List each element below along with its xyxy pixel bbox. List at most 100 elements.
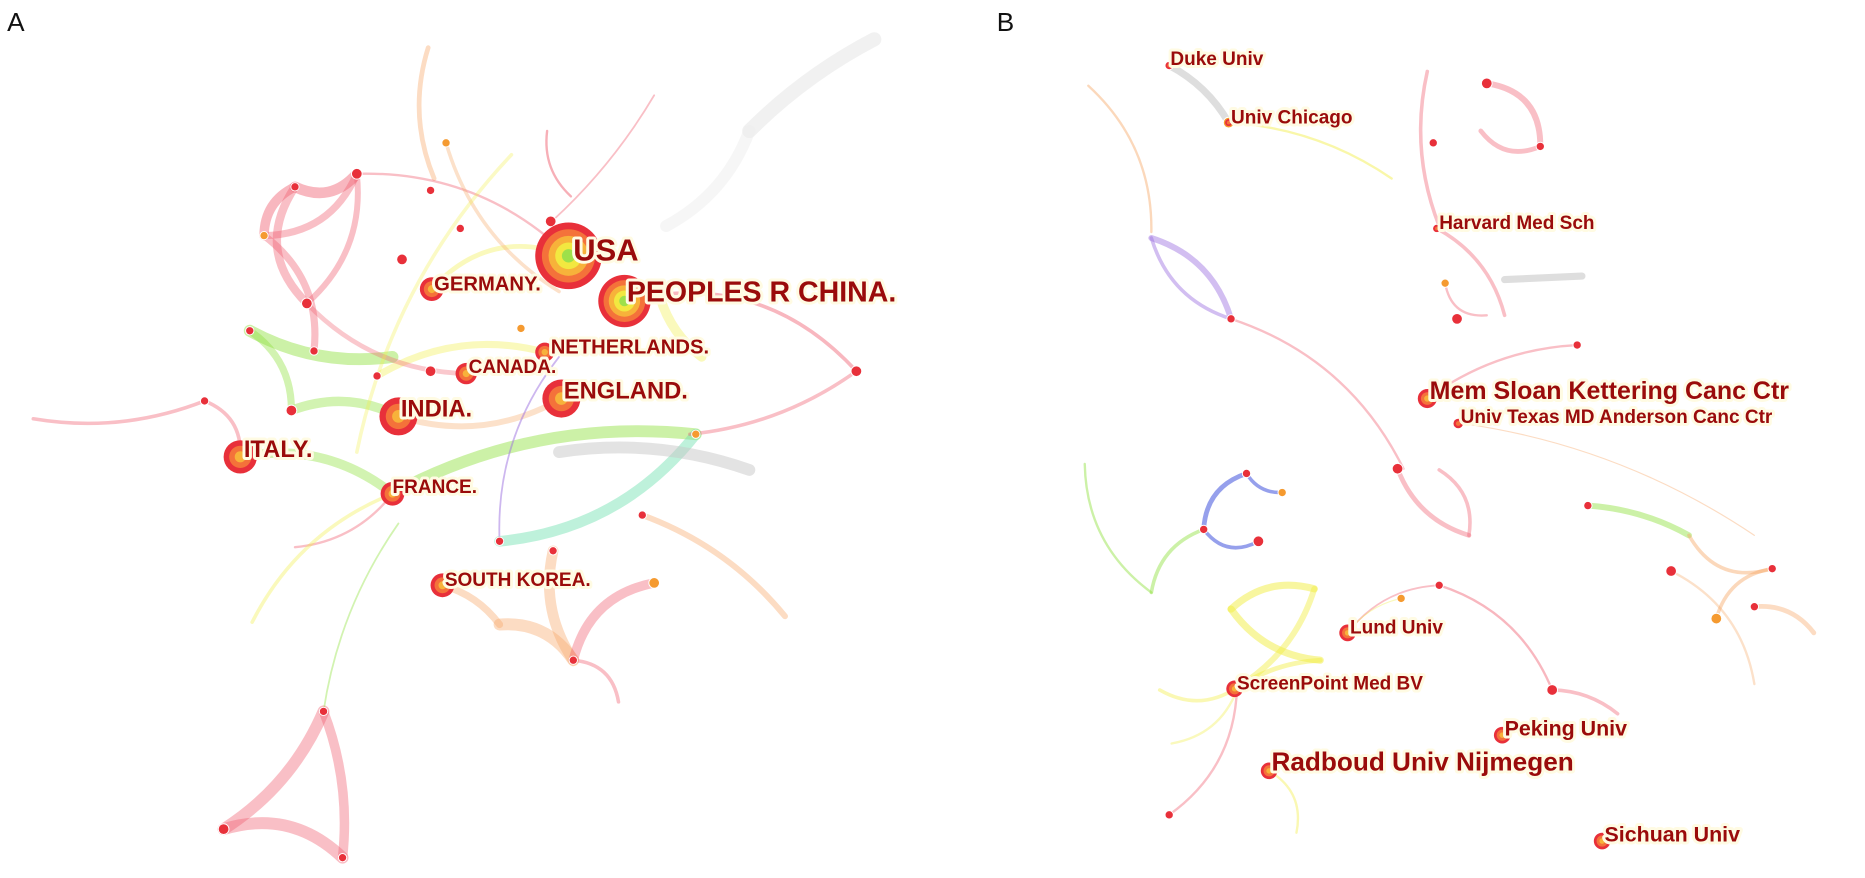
- panel-label: B: [997, 7, 1014, 37]
- node-dot: [1535, 141, 1545, 152]
- edge: [1426, 343, 1579, 400]
- node: [1344, 630, 1351, 636]
- node-dot: [455, 223, 465, 234]
- node-dot: [568, 655, 578, 665]
- node-dot: [637, 510, 647, 520]
- node-dot: [259, 230, 269, 241]
- node-dot: [1434, 580, 1444, 590]
- edge: [31, 399, 207, 426]
- node-dot: [494, 536, 505, 546]
- edge: [373, 340, 549, 380]
- node-dot: [217, 823, 230, 835]
- edge: [246, 327, 295, 415]
- node-label: Mem Sloan Kettering Canc Ctr: [1430, 377, 1790, 405]
- edge: [1148, 235, 1235, 322]
- edge: [318, 706, 350, 863]
- edge: [235, 448, 398, 499]
- node: [555, 392, 568, 405]
- edge: [304, 301, 469, 376]
- edge: [1438, 584, 1554, 692]
- node-dot: [1749, 602, 1760, 612]
- edge: [1687, 533, 1775, 575]
- edge: [688, 369, 859, 437]
- node: [1231, 686, 1238, 692]
- node-dot: [1546, 684, 1559, 696]
- node-label: NETHERLANDS.: [551, 336, 709, 358]
- node-label: Univ Chicago: [1231, 107, 1353, 128]
- edge: [1227, 581, 1318, 613]
- node-dot: [1252, 535, 1265, 548]
- edge: [1170, 688, 1239, 745]
- node-dot: [516, 323, 526, 334]
- node-dot: [372, 371, 382, 381]
- edge: [272, 182, 312, 308]
- edge: [395, 395, 565, 430]
- node-dot: [1583, 500, 1593, 511]
- node: [392, 410, 405, 423]
- edge: [1462, 422, 1755, 536]
- labels: A B USA PEOPLES R CHINA. GERMANY. NETHERLAN…: [7, 7, 1792, 849]
- edge: [622, 291, 859, 373]
- node: [234, 451, 246, 463]
- edge: [260, 170, 361, 240]
- node-dot: [1440, 278, 1450, 288]
- node: [619, 295, 630, 307]
- edge: [260, 232, 319, 355]
- node: [1226, 120, 1231, 125]
- node-dot: [648, 577, 661, 589]
- node-dot: [337, 853, 348, 863]
- edge: [1437, 468, 1472, 538]
- node-dot: [1396, 593, 1406, 604]
- node: [462, 370, 470, 378]
- node-dot: [1665, 565, 1677, 577]
- edge: [1501, 272, 1586, 284]
- node-dot: [350, 167, 363, 180]
- edge: [1669, 569, 1756, 686]
- edge: [1165, 61, 1233, 127]
- edge: [742, 32, 882, 139]
- node-dot: [1428, 138, 1438, 148]
- node-dot: [548, 546, 558, 556]
- node-dot: [1164, 810, 1174, 820]
- edge: [1752, 604, 1817, 636]
- node-label: Sichuan Univ: [1605, 822, 1741, 846]
- node-label: Univ Texas MD Anderson Canc Ctr: [1461, 407, 1773, 428]
- edge: [1584, 502, 1692, 539]
- node: [1455, 421, 1461, 426]
- node: [1499, 732, 1506, 738]
- node-dot: [1572, 340, 1582, 350]
- node-dot: [691, 429, 701, 439]
- node-label: Lund Univ: [1350, 618, 1443, 639]
- node-dot: [544, 215, 557, 228]
- edge: [1234, 657, 1323, 690]
- edge: [552, 94, 656, 222]
- node-label: ENGLAND.: [564, 378, 688, 405]
- node: [427, 285, 436, 294]
- edge: [1346, 584, 1441, 634]
- node-dot: [1391, 462, 1404, 475]
- node-dot: [318, 706, 329, 717]
- node-dot: [1451, 313, 1463, 325]
- edge: [1168, 686, 1239, 817]
- edge: [303, 170, 361, 307]
- node-dot: [424, 365, 437, 378]
- node-dot: [1199, 524, 1209, 535]
- edge: [1478, 128, 1543, 154]
- node: [541, 349, 548, 356]
- node-label: Duke Univ: [1170, 49, 1263, 70]
- node-label: Radboud Univ Nijmegen: [1271, 746, 1573, 776]
- edge: [243, 324, 399, 366]
- edge: [1435, 226, 1507, 318]
- edge: [1201, 471, 1249, 532]
- edge: [1244, 471, 1284, 495]
- node-label: ScreenPoint Med BV: [1237, 673, 1423, 694]
- edge: [1201, 527, 1261, 550]
- node: [1266, 768, 1272, 774]
- edges: [31, 32, 1817, 864]
- node-label: ITALY.: [244, 436, 313, 463]
- edge: [1149, 236, 1233, 321]
- edge: [289, 168, 363, 199]
- edge: [1227, 121, 1393, 180]
- node-label: Harvard Med Sch: [1439, 213, 1594, 234]
